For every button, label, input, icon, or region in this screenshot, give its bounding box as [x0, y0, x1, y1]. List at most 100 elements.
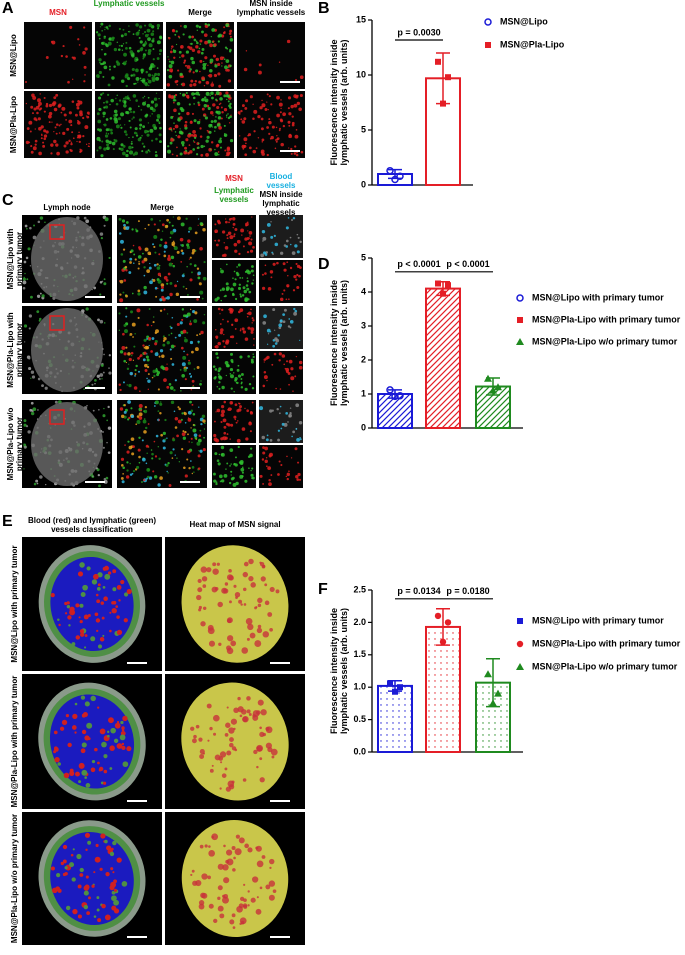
speckle — [233, 372, 235, 374]
speckle — [246, 277, 249, 279]
speckle — [191, 48, 196, 53]
speckle — [142, 358, 146, 362]
speckle — [193, 135, 196, 137]
speckle — [106, 441, 108, 444]
speckle — [226, 153, 230, 157]
speckle — [220, 299, 222, 302]
speckle — [142, 125, 146, 129]
row-label: MSN@Pla-Lipo w/o primary tumor — [5, 407, 24, 481]
speckle — [199, 754, 205, 759]
speckle — [91, 383, 94, 386]
speckle — [239, 135, 241, 137]
speckle — [120, 126, 123, 129]
speckle — [183, 412, 187, 416]
speckle — [30, 295, 33, 299]
speckle — [142, 32, 144, 35]
speckle — [196, 334, 199, 337]
speckle — [137, 137, 142, 142]
speckle — [203, 104, 208, 108]
speckle — [287, 285, 289, 288]
speckle — [147, 79, 152, 84]
speckle — [238, 599, 243, 604]
speckle — [120, 579, 125, 585]
speckle — [220, 761, 223, 764]
speckle — [136, 420, 141, 425]
speckle — [146, 377, 148, 380]
speckle — [135, 229, 139, 233]
speckle — [69, 862, 75, 868]
speckle — [233, 233, 236, 236]
legend-label: MSN@Pla-Lipo w/o primary tumor — [532, 336, 678, 346]
speckle — [263, 361, 265, 363]
speckle — [80, 695, 86, 700]
speckle — [122, 259, 126, 263]
speckle — [153, 126, 158, 130]
speckle — [153, 74, 156, 77]
speckle — [84, 735, 90, 741]
speckle — [158, 457, 161, 460]
speckle — [218, 126, 222, 130]
speckle — [58, 623, 61, 627]
speckle — [220, 269, 224, 274]
speckle — [280, 427, 283, 430]
speckle — [144, 369, 148, 372]
speckle — [254, 640, 262, 647]
speckle — [152, 321, 155, 324]
speckle — [110, 131, 114, 135]
speckle — [221, 62, 223, 64]
speckle — [187, 449, 191, 454]
speckle — [253, 344, 255, 346]
speckle — [247, 355, 250, 358]
speckle — [298, 360, 303, 365]
speckle — [135, 68, 138, 71]
speckle — [130, 437, 135, 441]
speckle — [198, 434, 202, 437]
speckle — [250, 330, 254, 334]
speckle — [82, 116, 85, 120]
speckle — [124, 96, 128, 100]
speckle — [231, 323, 234, 326]
speckle — [38, 126, 42, 131]
speckle — [190, 437, 193, 440]
speckle — [76, 853, 82, 860]
speckle — [242, 330, 247, 334]
speckle — [78, 44, 81, 46]
speckle — [241, 104, 245, 108]
speckle — [182, 436, 187, 440]
speckle — [29, 130, 32, 133]
speckle — [204, 96, 207, 99]
speckle — [157, 279, 162, 284]
speckle — [145, 355, 149, 359]
speckle — [227, 79, 232, 83]
speckle — [225, 468, 227, 470]
speckle — [158, 98, 160, 100]
speckle — [232, 217, 236, 221]
speckle — [192, 148, 195, 151]
speckle — [252, 375, 255, 378]
speckle — [229, 115, 232, 119]
speckle — [217, 151, 220, 153]
speckle — [202, 321, 206, 325]
speckle — [239, 328, 242, 330]
speckle — [159, 402, 163, 406]
speckle — [233, 390, 235, 393]
speckle — [108, 354, 111, 357]
speckle — [217, 905, 224, 912]
speckle — [122, 332, 125, 336]
speckle — [128, 363, 130, 365]
speckle — [201, 107, 205, 111]
speckle — [132, 110, 136, 114]
speckle — [25, 102, 28, 105]
speckle — [199, 127, 202, 130]
speckle — [135, 31, 140, 36]
speckle — [131, 322, 136, 327]
speckle — [277, 429, 281, 432]
speckle — [280, 107, 282, 110]
speckle — [212, 365, 216, 368]
speckle — [30, 377, 32, 379]
speckle — [135, 23, 139, 27]
speckle — [177, 406, 180, 409]
speckle — [192, 130, 196, 134]
speckle — [38, 151, 42, 156]
speckle — [63, 113, 67, 117]
